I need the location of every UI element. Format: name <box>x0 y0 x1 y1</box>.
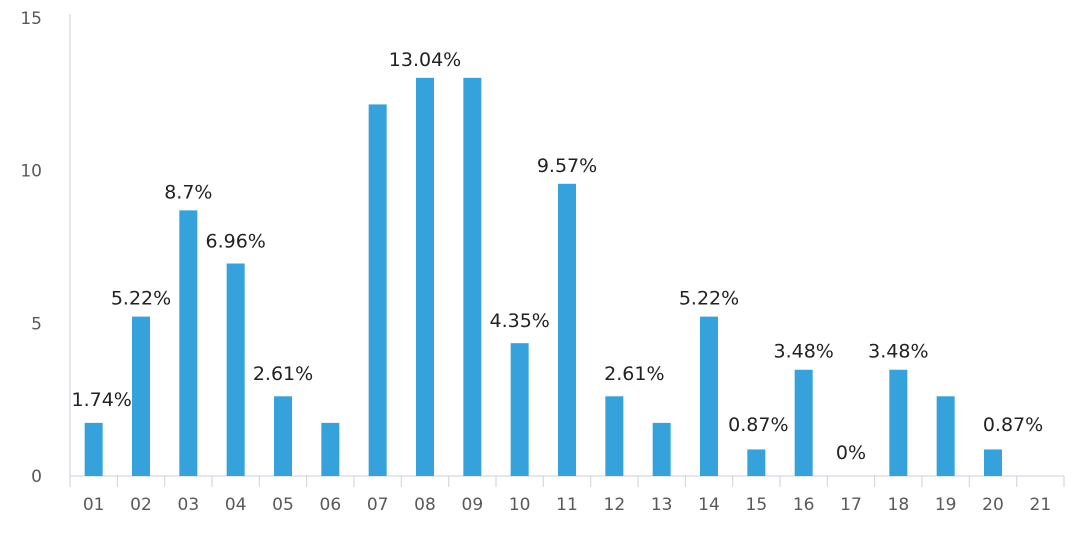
bar-11 <box>558 183 576 476</box>
bar-18 <box>889 369 908 476</box>
data-labels: 1.74% 5.22% 8.7% 6.96% 2.61% 13.04% 4.35% 9.57%… <box>71 49 1043 464</box>
y-tick-label: 10 <box>20 162 42 182</box>
x-tick-label: 12 <box>604 495 626 515</box>
x-tick-label: 07 <box>367 495 389 515</box>
bar-06 <box>321 422 340 476</box>
data-label-08: 13.04% <box>389 49 461 71</box>
x-tick-label: 20 <box>982 495 1004 515</box>
bar-04 <box>226 263 245 476</box>
x-tick-label: 21 <box>1030 495 1052 515</box>
x-tick-label: 04 <box>225 495 247 515</box>
data-label-03: 8.7% <box>164 181 212 203</box>
bar-10 <box>510 343 529 476</box>
bar-20 <box>984 449 1002 476</box>
x-tick-label: 06 <box>320 495 342 515</box>
x-tick-label: 02 <box>130 495 152 515</box>
data-label-05: 2.61% <box>253 363 313 385</box>
data-label-04: 6.96% <box>205 230 265 252</box>
bar-05 <box>274 396 292 476</box>
data-label-14: 5.22% <box>679 288 739 310</box>
data-label-18: 3.48% <box>868 341 928 363</box>
x-tick-label: 16 <box>793 495 815 515</box>
x-tick-label: 15 <box>746 495 768 515</box>
data-label-10: 4.35% <box>489 310 549 332</box>
bar-03 <box>179 210 198 477</box>
x-tick-label: 14 <box>698 495 720 515</box>
bar-14 <box>700 316 718 476</box>
x-tick-label: 11 <box>556 495 578 515</box>
x-tick-label: 17 <box>840 495 862 515</box>
data-label-01: 1.74% <box>71 389 131 411</box>
bar-12 <box>605 396 624 476</box>
data-label-16: 3.48% <box>773 341 833 363</box>
x-tick-label: 08 <box>414 495 436 515</box>
bar-01 <box>84 422 103 476</box>
y-tick-label: 0 <box>31 467 42 487</box>
data-label-17: 0% <box>836 442 866 464</box>
x-tick-label: 01 <box>83 495 105 515</box>
bars <box>84 77 1002 477</box>
y-axis: 0 5 10 15 <box>20 9 71 487</box>
bar-19 <box>936 396 955 476</box>
data-label-20: 0.87% <box>983 414 1043 436</box>
data-label-11: 9.57% <box>537 155 597 177</box>
x-tick-label: 13 <box>651 495 673 515</box>
bar-09 <box>463 77 482 476</box>
bar-08 <box>416 77 434 476</box>
bar-15 <box>747 449 766 476</box>
bar-13 <box>652 422 671 476</box>
x-axis: 01 02 03 04 05 06 07 08 09 10 11 12 13 14 15 16 17 18 19 20… <box>69 475 1065 515</box>
x-tick-label: 03 <box>178 495 200 515</box>
data-label-02: 5.22% <box>111 288 171 310</box>
bar-02 <box>132 316 150 476</box>
x-tick-label: 05 <box>272 495 294 515</box>
x-tick-label: 09 <box>462 495 484 515</box>
x-tick-label: 19 <box>935 495 957 515</box>
bar-07 <box>368 104 387 476</box>
x-tick-label: 10 <box>509 495 531 515</box>
y-tick-label: 15 <box>20 9 42 29</box>
data-label-15: 0.87% <box>728 414 788 436</box>
bar-16 <box>794 369 813 476</box>
x-tick-label: 18 <box>888 495 910 515</box>
y-tick-label: 5 <box>31 314 42 334</box>
data-label-12: 2.61% <box>604 363 664 385</box>
